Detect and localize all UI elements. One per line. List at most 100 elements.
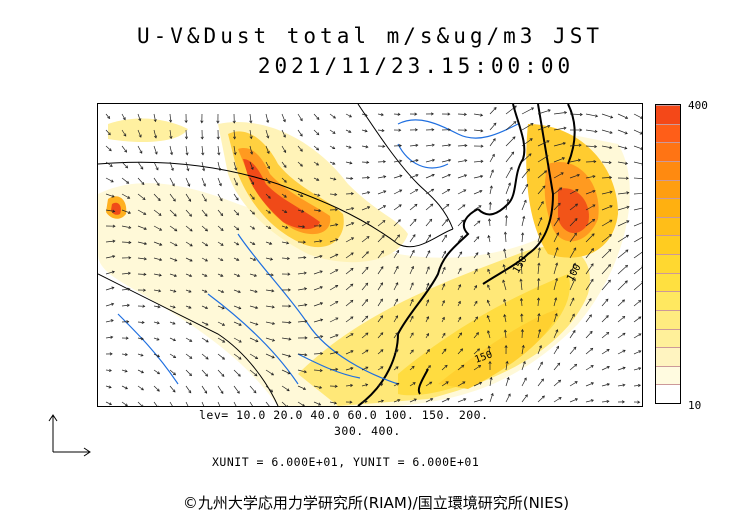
- wind-arrow: [569, 174, 580, 179]
- wind-arrow-head: [285, 225, 289, 229]
- wind-arrow-head: [492, 138, 496, 142]
- wind-arrow-head: [562, 141, 566, 146]
- wind-arrow-head: [335, 238, 339, 242]
- wind-arrow-head: [266, 119, 270, 124]
- wind-arrow-head: [271, 338, 276, 342]
- wind-arrow: [297, 385, 306, 390]
- wind-arrow: [537, 201, 544, 211]
- wind-arrow: [169, 401, 173, 406]
- wind-arrow-head: [625, 234, 630, 238]
- wind-arrow: [169, 193, 176, 202]
- wind-arrow: [249, 321, 258, 326]
- wind-arrow-head: [267, 165, 270, 170]
- wind-arrow: [153, 401, 158, 406]
- wind-arrow: [265, 289, 274, 292]
- wind-arrow-head: [319, 368, 323, 373]
- wind-arrow-head: [575, 203, 579, 207]
- wind-arrow: [633, 350, 642, 355]
- wind-arrow: [457, 317, 462, 323]
- wind-arrow-head: [286, 256, 290, 261]
- wind-arrow-head: [395, 315, 399, 319]
- wind-arrow-head: [592, 175, 596, 179]
- wind-arrow-head: [299, 148, 303, 152]
- wind-arrow-head: [412, 234, 416, 238]
- wind-arrow-head: [205, 356, 209, 360]
- wind-arrow-head: [576, 173, 580, 177]
- wind-arrow-head: [189, 228, 193, 232]
- wind-arrow: [137, 385, 144, 391]
- wind-arrow: [393, 315, 398, 323]
- wind-arrow-head: [188, 198, 192, 202]
- wind-arrow: [569, 247, 577, 259]
- wind-arrow-head: [349, 400, 353, 404]
- wind-arrow: [313, 302, 323, 307]
- wind-arrow-head: [350, 383, 354, 388]
- wind-arrow: [633, 161, 642, 165]
- wind-arrow: [425, 188, 434, 195]
- wind-arrow: [425, 174, 435, 179]
- wind-arrow: [313, 161, 319, 166]
- wind-arrow: [585, 382, 594, 387]
- wind-arrow: [393, 349, 399, 355]
- wind-arrow-head: [367, 191, 371, 195]
- wind-arrow: [457, 235, 463, 243]
- wind-arrow-head: [315, 162, 320, 166]
- wind-arrow: [281, 145, 287, 153]
- wind-arrow: [617, 206, 630, 211]
- wind-arrow-head: [414, 112, 418, 116]
- wind-arrow-head: [234, 167, 238, 171]
- wind-arrow: [441, 365, 448, 371]
- wind-arrow: [505, 361, 508, 371]
- wind-arrow-head: [521, 232, 525, 236]
- wind-arrow: [617, 332, 626, 339]
- wind-arrow: [345, 237, 354, 243]
- wind-arrow-head: [463, 398, 467, 402]
- wind-arrow-head: [638, 299, 642, 303]
- wind-arrow: [217, 209, 223, 216]
- wind-arrow-head: [172, 305, 176, 309]
- wind-arrow-head: [426, 316, 430, 320]
- wind-arrow-head: [254, 289, 258, 293]
- wind-arrow-head: [221, 306, 225, 310]
- wind-arrow: [185, 161, 189, 171]
- wind-arrow: [601, 279, 611, 291]
- wind-arrow-head: [380, 113, 384, 117]
- wind-arrow-head: [288, 320, 292, 325]
- wind-arrow-head: [430, 203, 434, 207]
- wind-arrow: [265, 177, 271, 184]
- wind-arrow-head: [638, 333, 642, 337]
- wind-arrow: [617, 113, 628, 119]
- wind-arrow-head: [351, 207, 355, 211]
- wind-arrow-head: [395, 366, 399, 370]
- wind-arrow-head: [542, 185, 546, 189]
- wind-arrow: [553, 278, 558, 291]
- wind-arrow: [393, 282, 399, 291]
- wind-arrow-head: [605, 298, 609, 302]
- wind-arrow: [329, 269, 338, 275]
- wind-arrow: [105, 369, 112, 372]
- rivers: [117, 119, 519, 385]
- wind-arrow: [537, 125, 550, 131]
- colorbar-segment: [656, 309, 680, 329]
- wind-arrow: [297, 320, 307, 323]
- wind-arrow-head: [480, 159, 484, 163]
- wind-arrow-head: [502, 264, 506, 268]
- wind-arrow-head: [154, 135, 158, 139]
- wind-arrow: [441, 174, 451, 179]
- wind-arrow-head: [220, 273, 224, 277]
- wind-arrow-head: [316, 116, 320, 121]
- wind-arrow-head: [267, 195, 271, 199]
- wind-arrow: [249, 369, 258, 377]
- wind-arrow-head: [156, 321, 160, 325]
- wind-arrow-head: [173, 273, 178, 277]
- wind-arrow-head: [536, 297, 541, 301]
- wind-arrow: [121, 272, 131, 275]
- wind-arrow: [393, 189, 402, 195]
- wind-arrow: [553, 247, 559, 259]
- wind-arrow: [105, 193, 115, 198]
- wind-arrow: [425, 234, 431, 243]
- wind-arrow: [633, 222, 642, 227]
- wind-arrow-head: [251, 196, 255, 200]
- wind-arrow: [137, 337, 144, 340]
- wind-arrow: [153, 241, 162, 246]
